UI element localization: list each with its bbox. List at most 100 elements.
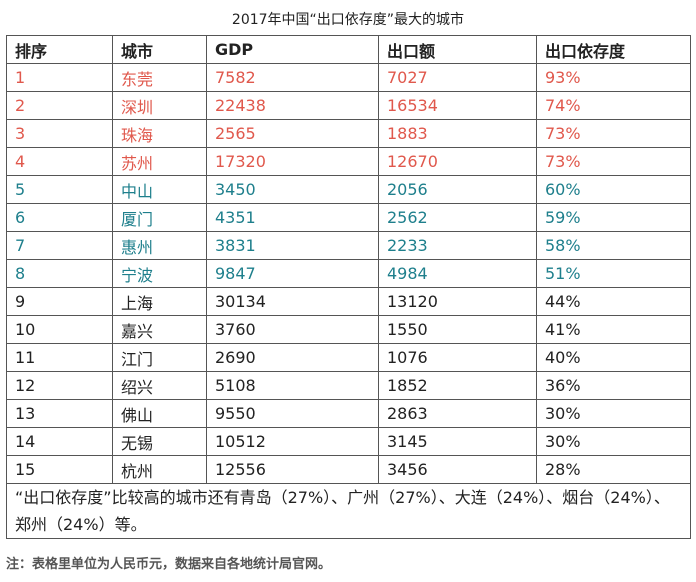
table-cell: 2690 <box>206 343 379 372</box>
table-row: 5 中山 3450 2056 60% <box>6 175 691 204</box>
table-cell: 22438 <box>206 91 379 120</box>
table-cell: 13 <box>6 399 113 428</box>
header-row: 排序 城市 GDP 出口额 出口依存度 <box>6 35 691 64</box>
table-cell: 1550 <box>378 315 537 344</box>
table-row: 11 江门 2690 1076 40% <box>6 343 691 372</box>
table-cell: 2056 <box>378 175 537 204</box>
table-cell: 73% <box>536 147 691 176</box>
table-cell: 深圳 <box>112 91 207 120</box>
note-cell: “出口依存度”比较高的城市还有青岛（27%）、广州（27%）、大连（24%）、烟… <box>6 483 691 539</box>
table-cell: 30% <box>536 427 691 456</box>
table-cell: 东莞 <box>112 63 207 92</box>
table-cell: 44% <box>536 287 691 316</box>
table-cell: 惠州 <box>112 231 207 260</box>
table-row: 9 上海 30134 13120 44% <box>6 287 691 316</box>
table-cell: 2565 <box>206 119 379 148</box>
table-cell: 59% <box>536 203 691 232</box>
table-row: 4 苏州 17320 12670 73% <box>6 147 691 176</box>
table-cell: 4351 <box>206 203 379 232</box>
table-cell: 6 <box>6 203 113 232</box>
table-title: 2017年中国“出口依存度”最大的城市 <box>231 12 465 28</box>
table-cell: 杭州 <box>112 455 207 484</box>
table-cell: 60% <box>536 175 691 204</box>
table-cell: 15 <box>6 455 113 484</box>
table-cell: 12 <box>6 371 113 400</box>
table-row: 12 绍兴 5108 1852 36% <box>6 371 691 400</box>
table-row: 13 佛山 9550 2863 30% <box>6 399 691 428</box>
table-cell: 宁波 <box>112 259 207 288</box>
table-cell: 40% <box>536 343 691 372</box>
table-cell: 4 <box>6 147 113 176</box>
table-cell: 93% <box>536 63 691 92</box>
table-row: 6 厦门 4351 2562 59% <box>6 203 691 232</box>
table-cell: 苏州 <box>112 147 207 176</box>
table-row: 3 珠海 2565 1883 73% <box>6 119 691 148</box>
table-cell: 2233 <box>378 231 537 260</box>
table-cell: 14 <box>6 427 113 456</box>
table-cell: 17320 <box>206 147 379 176</box>
table-cell: 1076 <box>378 343 537 372</box>
table-cell: 51% <box>536 259 691 288</box>
table-cell: 嘉兴 <box>112 315 207 344</box>
footnote: 注：表格里单位为人民币元，数据来自各地统计局官网。 <box>6 557 332 572</box>
note-row: “出口依存度”比较高的城市还有青岛（27%）、广州（27%）、大连（24%）、烟… <box>6 483 691 539</box>
table-cell: 7582 <box>206 63 379 92</box>
table-cell: 30134 <box>206 287 379 316</box>
table-cell: 1 <box>6 63 113 92</box>
table-cell: 江门 <box>112 343 207 372</box>
table-cell: 41% <box>536 315 691 344</box>
table-cell: 73% <box>536 119 691 148</box>
table-cell: 1852 <box>378 371 537 400</box>
table-cell: 16534 <box>378 91 537 120</box>
table-cell: 11 <box>6 343 113 372</box>
table-cell: 5 <box>6 175 113 204</box>
table-body: 1 东莞 7582 7027 93% 2 深圳 22438 16534 74% 3 珠海 2565 188… <box>6 63 691 539</box>
table-cell: 74% <box>536 91 691 120</box>
table-cell: 3760 <box>206 315 379 344</box>
table-cell: 30% <box>536 399 691 428</box>
table-cell: 58% <box>536 231 691 260</box>
table-cell: 1883 <box>378 119 537 148</box>
table-cell: 中山 <box>112 175 207 204</box>
header-cell: 城市 <box>112 35 207 64</box>
header-cell: 排序 <box>6 35 113 64</box>
table-row: 15 杭州 12556 3456 28% <box>6 455 691 484</box>
table-cell: 3456 <box>378 455 537 484</box>
table-cell: 3831 <box>206 231 379 260</box>
header-cell: 出口依存度 <box>536 35 691 64</box>
table-cell: 上海 <box>112 287 207 316</box>
table-cell: 9 <box>6 287 113 316</box>
table-cell: 2562 <box>378 203 537 232</box>
table-cell: 12670 <box>378 147 537 176</box>
table-cell: 9550 <box>206 399 379 428</box>
table-cell: 5108 <box>206 371 379 400</box>
table-cell: 佛山 <box>112 399 207 428</box>
table-row: 10 嘉兴 3760 1550 41% <box>6 315 691 344</box>
table-cell: 2 <box>6 91 113 120</box>
table-cell: 2863 <box>378 399 537 428</box>
table-cell: 28% <box>536 455 691 484</box>
table-cell: 8 <box>6 259 113 288</box>
table-row: 7 惠州 3831 2233 58% <box>6 231 691 260</box>
table-cell: 10 <box>6 315 113 344</box>
table-cell: 36% <box>536 371 691 400</box>
table-row: 14 无锡 10512 3145 30% <box>6 427 691 456</box>
table-cell: 3145 <box>378 427 537 456</box>
table-cell: 3450 <box>206 175 379 204</box>
table-cell: 7 <box>6 231 113 260</box>
header-cell: 出口额 <box>378 35 537 64</box>
table-cell: 13120 <box>378 287 537 316</box>
table-row: 2 深圳 22438 16534 74% <box>6 91 691 120</box>
table-cell: 4984 <box>378 259 537 288</box>
table-cell: 无锡 <box>112 427 207 456</box>
table-cell: 厦门 <box>112 203 207 232</box>
table-cell: 9847 <box>206 259 379 288</box>
table-cell: 3 <box>6 119 113 148</box>
table-cell: 绍兴 <box>112 371 207 400</box>
table-row: 1 东莞 7582 7027 93% <box>6 63 691 92</box>
header-cell: GDP <box>206 35 379 64</box>
table-cell: 珠海 <box>112 119 207 148</box>
table-cell: 7027 <box>378 63 537 92</box>
table-cell: 12556 <box>206 455 379 484</box>
